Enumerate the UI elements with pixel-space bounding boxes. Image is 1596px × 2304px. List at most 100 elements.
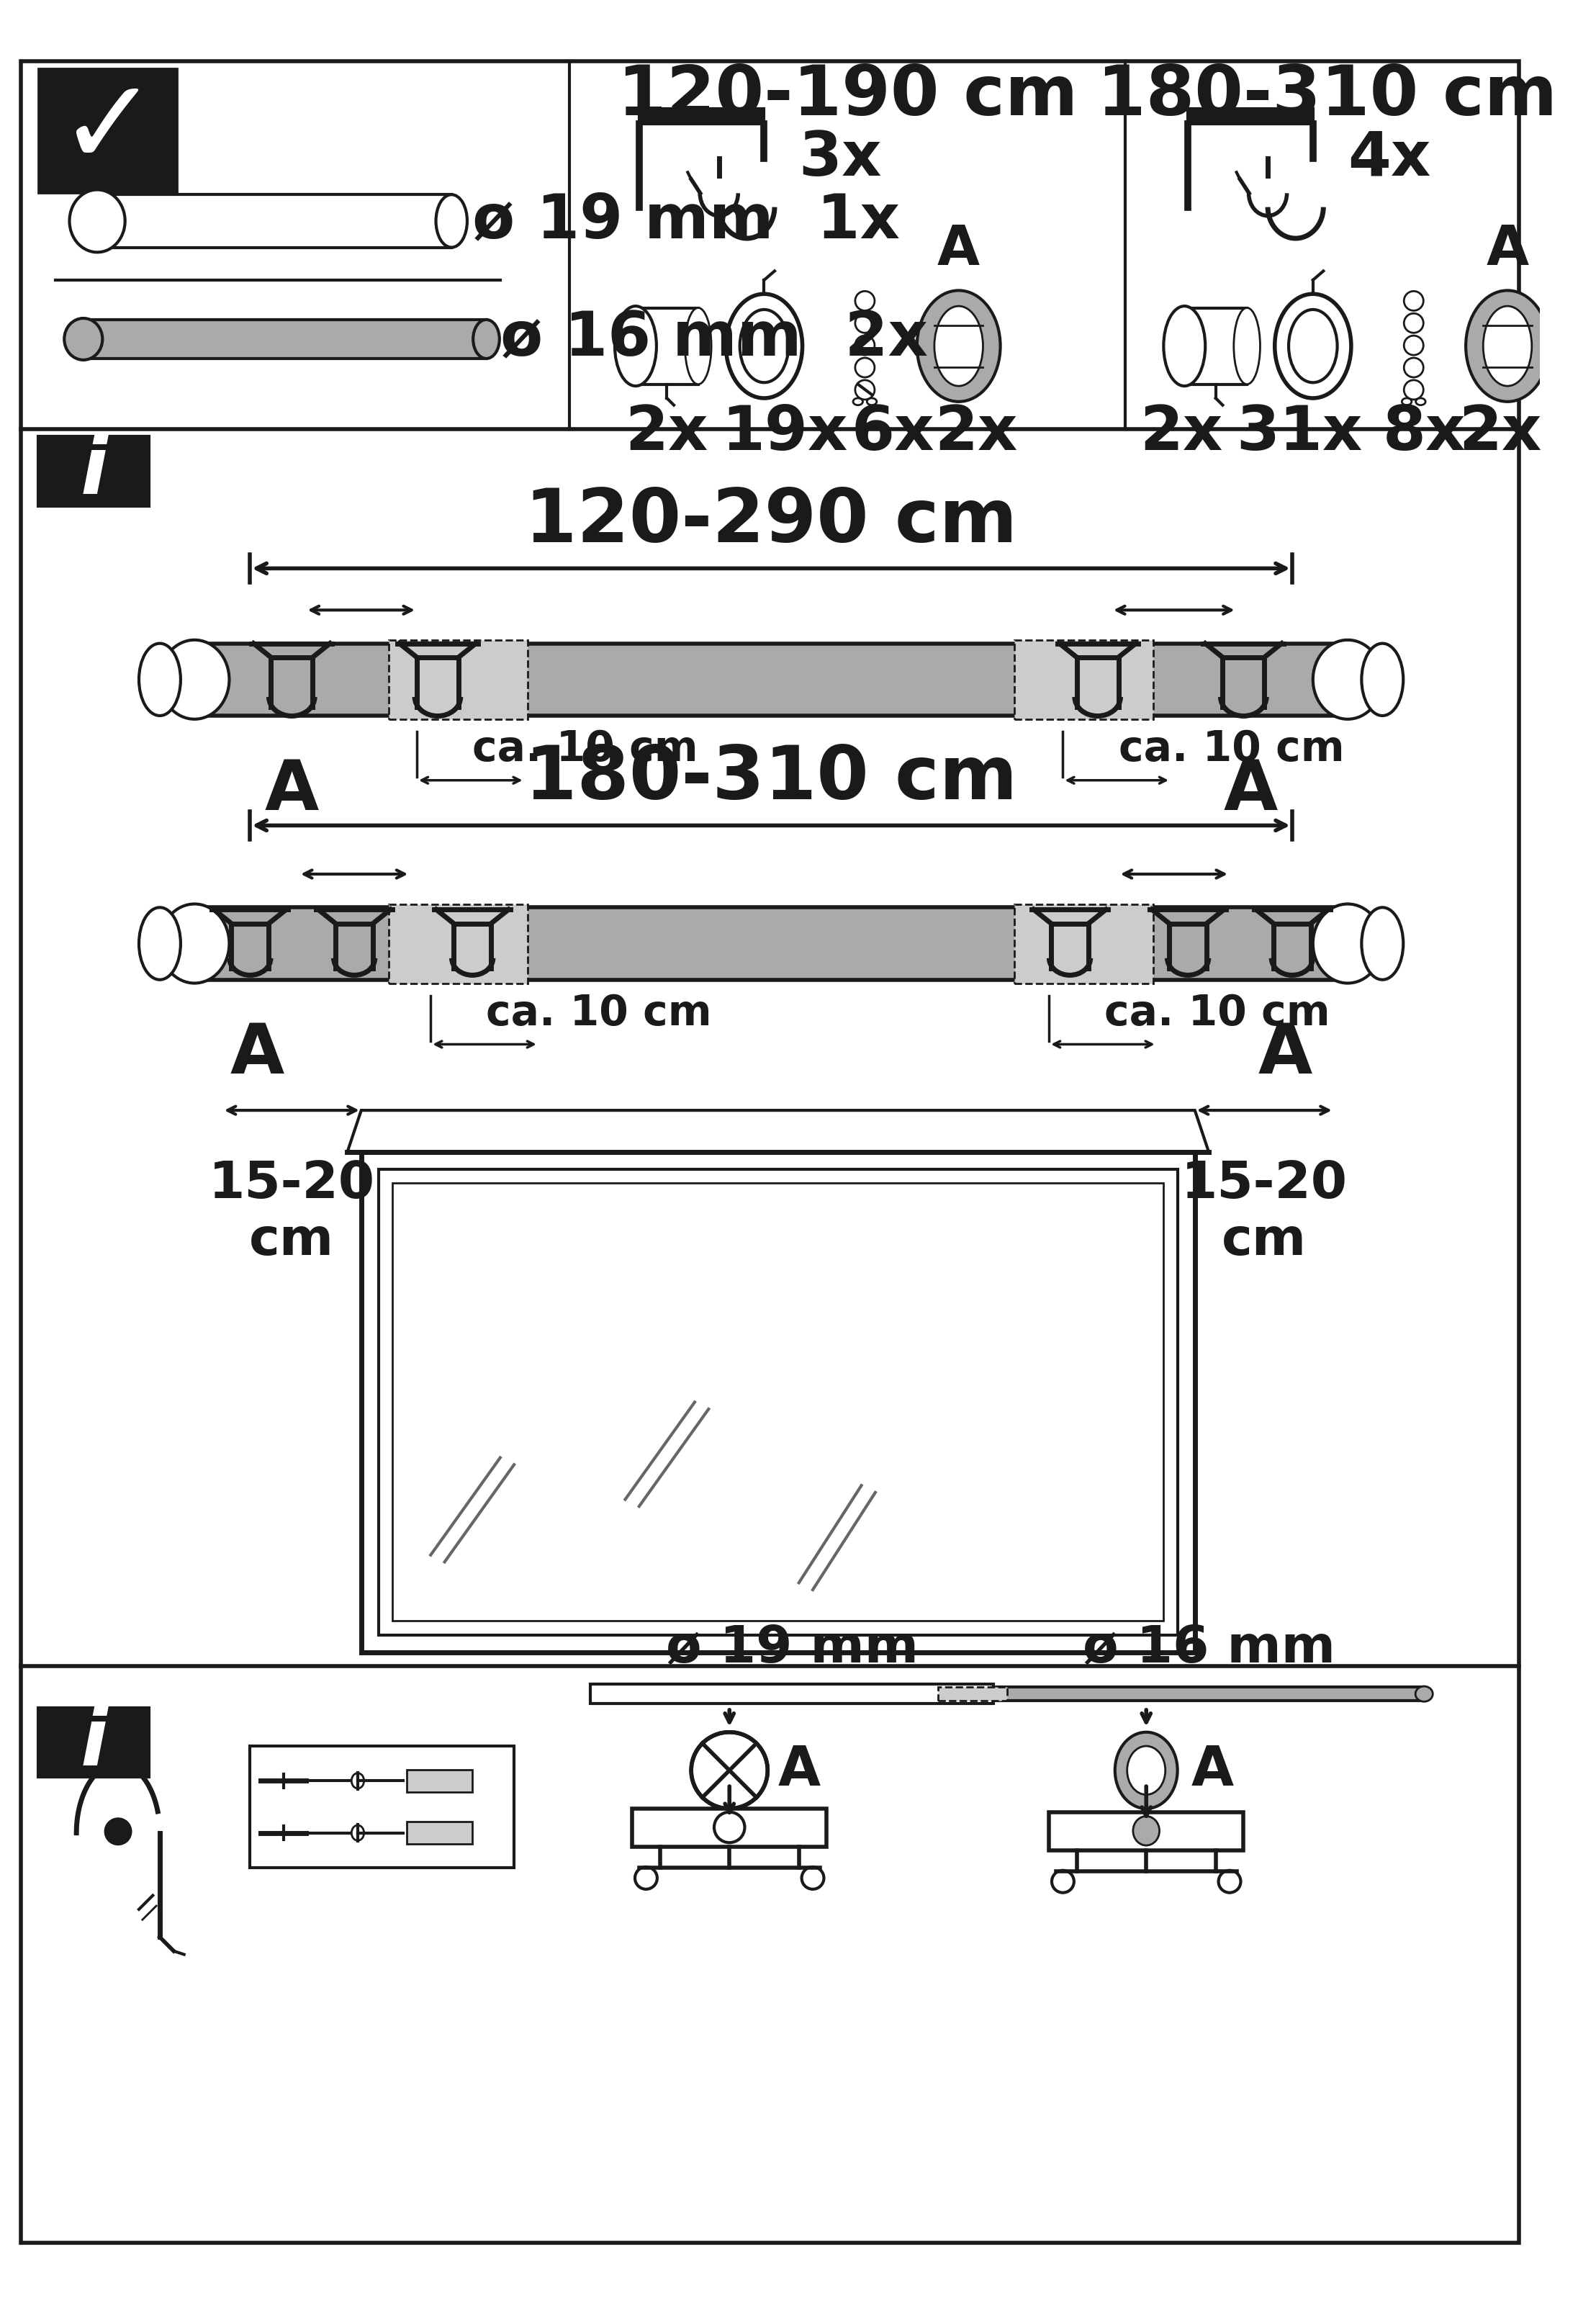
Circle shape xyxy=(1218,1871,1240,1892)
Text: 2x: 2x xyxy=(626,403,709,463)
Text: 2x: 2x xyxy=(1459,403,1542,463)
Bar xyxy=(38,1707,150,1776)
Ellipse shape xyxy=(139,908,180,979)
Text: 19x: 19x xyxy=(721,403,847,463)
Ellipse shape xyxy=(1275,295,1352,399)
Text: A: A xyxy=(230,1021,284,1087)
Ellipse shape xyxy=(160,903,230,984)
Text: i: i xyxy=(80,433,107,509)
Circle shape xyxy=(105,1818,131,1843)
Circle shape xyxy=(855,357,875,378)
Bar xyxy=(632,1809,827,1848)
Ellipse shape xyxy=(1314,903,1382,984)
Bar xyxy=(361,1152,1195,1652)
Bar xyxy=(97,194,452,247)
Text: A: A xyxy=(937,223,980,276)
Ellipse shape xyxy=(741,309,788,382)
Ellipse shape xyxy=(1116,1733,1178,1809)
Bar xyxy=(1049,1811,1243,1850)
Bar xyxy=(38,435,150,507)
Circle shape xyxy=(713,1811,745,1843)
Ellipse shape xyxy=(139,643,180,717)
Bar xyxy=(389,903,528,984)
Text: 15-20
cm: 15-20 cm xyxy=(209,1159,375,1267)
Circle shape xyxy=(1404,313,1424,332)
Text: 8x: 8x xyxy=(1382,403,1465,463)
Ellipse shape xyxy=(351,1825,364,1841)
Bar xyxy=(195,908,1347,979)
Bar xyxy=(251,1746,514,1869)
Text: A: A xyxy=(1191,1744,1234,1797)
Bar xyxy=(38,69,177,194)
Bar xyxy=(938,1687,1007,1700)
Circle shape xyxy=(691,1733,768,1809)
Circle shape xyxy=(1404,336,1424,355)
Ellipse shape xyxy=(1314,641,1382,719)
Polygon shape xyxy=(348,1111,1208,1152)
Ellipse shape xyxy=(1416,1687,1433,1703)
Bar xyxy=(83,320,487,359)
Bar xyxy=(993,1687,1424,1700)
Text: 2x: 2x xyxy=(935,403,1018,463)
Ellipse shape xyxy=(1401,399,1411,406)
Text: ca. 10 cm: ca. 10 cm xyxy=(1104,993,1331,1034)
Ellipse shape xyxy=(1234,309,1261,385)
Circle shape xyxy=(635,1866,658,1889)
Ellipse shape xyxy=(1127,1746,1165,1795)
Bar xyxy=(1013,903,1154,984)
Text: ø 19 mm  1x: ø 19 mm 1x xyxy=(472,191,900,251)
Ellipse shape xyxy=(685,309,712,385)
Ellipse shape xyxy=(1416,399,1425,406)
Text: A: A xyxy=(1486,223,1529,276)
Text: ca. 10 cm: ca. 10 cm xyxy=(487,993,712,1034)
Text: 31x: 31x xyxy=(1235,403,1361,463)
Ellipse shape xyxy=(436,194,468,247)
Text: ca. 10 cm: ca. 10 cm xyxy=(1119,728,1344,770)
Text: ø 16 mm  2x: ø 16 mm 2x xyxy=(500,309,927,369)
Ellipse shape xyxy=(64,318,102,359)
Text: 180-310 cm: 180-310 cm xyxy=(525,742,1017,816)
Bar xyxy=(389,641,528,719)
Circle shape xyxy=(855,290,875,311)
Bar xyxy=(407,1769,472,1793)
Ellipse shape xyxy=(934,306,983,387)
Ellipse shape xyxy=(70,189,124,251)
Circle shape xyxy=(1404,357,1424,378)
Text: ✓: ✓ xyxy=(57,71,158,189)
Circle shape xyxy=(855,336,875,355)
Circle shape xyxy=(1404,290,1424,311)
Ellipse shape xyxy=(1133,1816,1159,1846)
Text: i: i xyxy=(80,1705,107,1781)
Bar xyxy=(407,1822,472,1843)
Text: 4x: 4x xyxy=(1347,129,1430,189)
Ellipse shape xyxy=(1361,643,1403,717)
Text: 6x: 6x xyxy=(851,403,934,463)
Bar xyxy=(1187,108,1314,124)
Ellipse shape xyxy=(1361,908,1403,979)
Ellipse shape xyxy=(918,290,1001,401)
Ellipse shape xyxy=(726,295,803,399)
Bar xyxy=(635,309,697,385)
Text: A: A xyxy=(265,758,319,825)
Ellipse shape xyxy=(867,399,876,406)
Circle shape xyxy=(801,1866,824,1889)
Ellipse shape xyxy=(160,641,230,719)
Bar xyxy=(1184,309,1246,385)
Text: A: A xyxy=(1258,1021,1312,1087)
Ellipse shape xyxy=(614,306,656,387)
Text: 3x: 3x xyxy=(800,129,883,189)
Circle shape xyxy=(855,313,875,332)
Circle shape xyxy=(1404,380,1424,399)
Text: A: A xyxy=(1224,758,1277,825)
Ellipse shape xyxy=(854,399,863,406)
Bar xyxy=(1013,641,1154,719)
Ellipse shape xyxy=(1288,309,1337,382)
Text: ca. 10 cm: ca. 10 cm xyxy=(472,728,697,770)
Text: 120-190 cm: 120-190 cm xyxy=(618,62,1077,129)
Text: A: A xyxy=(777,1744,820,1797)
Bar xyxy=(393,1184,1163,1622)
Ellipse shape xyxy=(1163,306,1205,387)
Text: 180-310 cm: 180-310 cm xyxy=(1096,62,1556,129)
Text: 120-290 cm: 120-290 cm xyxy=(525,486,1017,558)
Bar xyxy=(638,108,764,124)
